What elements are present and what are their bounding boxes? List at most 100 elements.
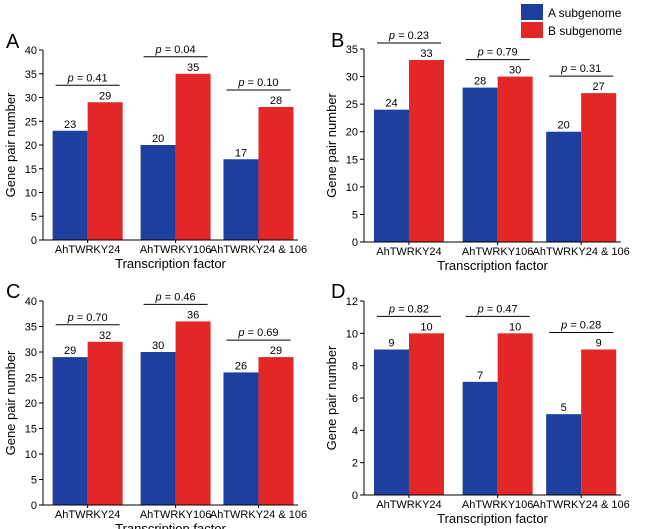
y-axis-label: Gene pair number (3, 92, 18, 197)
legend-swatch-b-subgenome (521, 22, 543, 38)
y-tick-label: 8 (352, 361, 358, 373)
y-tick-label: 2 (352, 458, 358, 470)
p-value-label: p = 0.23 (388, 30, 429, 42)
data-label-b: 29 (270, 345, 282, 357)
p-value-label: p = 0.10 (237, 77, 278, 89)
p-value-label: p = 0.79 (477, 47, 518, 59)
data-label-b: 27 (593, 81, 605, 93)
y-tick-label: 5 (31, 211, 37, 223)
data-label-b: 36 (187, 309, 199, 321)
legend-label-a-subgenome: A subgenome (548, 6, 622, 20)
y-tick-label: 30 (346, 72, 358, 84)
bar-b-subgenome (408, 333, 444, 495)
x-tick-label: AhTWRKY24 & 106 (533, 246, 630, 258)
x-tick-label: AhTWRKY106 (462, 246, 534, 258)
x-tick-label: AhTWRKY106 (462, 499, 534, 511)
p-value-label: p = 0.47 (477, 303, 518, 315)
x-tick-label: AhTWRKY24 (55, 244, 120, 256)
y-axis-label: Gene pair number (324, 345, 339, 450)
data-label-b: 32 (99, 330, 111, 342)
p-value-label: p = 0.41 (67, 72, 108, 84)
data-label-a: 17 (235, 147, 247, 159)
y-tick-label: 10 (346, 182, 358, 194)
bar-a-subgenome (462, 381, 498, 495)
x-axis-label: Transcription factor (115, 521, 226, 529)
bar-a-subgenome (140, 145, 176, 240)
panel-a: A 0 5 10 15 20 25 30 35 40 Gene pair number 23 29 p =… (3, 31, 307, 271)
y-tick-label: 30 (25, 347, 37, 359)
x-axis-label: Transcription factor (437, 511, 548, 526)
panel-c: C 0 5 10 15 20 25 30 35 40 Gene pair number 29 32 p =… (3, 281, 307, 529)
y-axis-label: Gene pair number (3, 350, 18, 455)
y-tick-label: 12 (346, 296, 358, 308)
y-tick-label: 25 (25, 373, 37, 385)
data-label-b: 30 (509, 65, 521, 77)
y-tick-label: 0 (31, 500, 37, 512)
legend-swatch-a-subgenome (521, 4, 543, 20)
data-label-b: 35 (187, 62, 199, 74)
y-tick-label: 15 (25, 164, 37, 176)
bar-a-subgenome (546, 414, 582, 495)
bar-b-subgenome (408, 60, 444, 243)
data-label-b: 29 (99, 90, 111, 102)
data-label-a: 5 (561, 402, 567, 414)
y-tick-label: 0 (31, 235, 37, 247)
data-label-b: 9 (596, 338, 602, 350)
y-tick-label: 4 (352, 425, 358, 437)
data-label-a: 28 (474, 76, 486, 88)
y-tick-label: 40 (25, 45, 37, 57)
p-value-label: p = 0.69 (237, 327, 278, 339)
y-axis-label: Gene pair number (324, 92, 339, 197)
p-value-label: p = 0.70 (67, 312, 108, 324)
y-tick-label: 5 (31, 475, 37, 487)
panel-b: B 0 5 10 15 20 25 30 35 Gene pair number 24 33 p = 0… (324, 30, 630, 273)
y-tick-label: 0 (352, 237, 358, 249)
y-tick-label: 10 (25, 449, 37, 461)
p-value-label: p = 0.46 (155, 291, 196, 303)
y-tick-label: 0 (352, 490, 358, 502)
panel-letter: B (331, 30, 344, 52)
bar-a-subgenome (52, 357, 88, 505)
data-label-a: 24 (385, 98, 397, 110)
x-axis-label: Transcription factor (437, 258, 548, 273)
bar-b-subgenome (87, 102, 123, 240)
bar-a-subgenome (223, 159, 259, 240)
x-tick-label: AhTWRKY24 (55, 509, 120, 521)
y-tick-label: 15 (346, 154, 358, 166)
data-label-a: 26 (235, 360, 247, 372)
data-label-a: 23 (64, 119, 76, 131)
bar-b-subgenome (497, 76, 533, 242)
x-axis-label: Transcription factor (115, 256, 226, 271)
x-tick-label: AhTWRKY24 (376, 246, 441, 258)
y-tick-label: 5 (352, 209, 358, 221)
data-label-a: 9 (388, 338, 394, 350)
y-tick-label: 20 (25, 140, 37, 152)
bar-a-subgenome (373, 349, 409, 495)
y-tick-label: 25 (346, 99, 358, 111)
bar-b-subgenome (581, 349, 617, 495)
bar-b-subgenome (87, 341, 123, 505)
x-tick-label: AhTWRKY106 (140, 244, 212, 256)
p-value-label: p = 0.04 (155, 44, 196, 56)
y-tick-label: 35 (25, 322, 37, 334)
bar-b-subgenome (497, 333, 533, 495)
bar-a-subgenome (140, 352, 176, 505)
x-tick-label: AhTWRKY24 & 106 (210, 244, 307, 256)
y-tick-label: 6 (352, 393, 358, 405)
data-label-a: 20 (152, 133, 164, 145)
data-label-b: 33 (420, 48, 432, 60)
bar-b-subgenome (175, 73, 211, 240)
bar-a-subgenome (223, 372, 259, 505)
p-value-label: p = 0.31 (560, 63, 601, 75)
x-tick-label: AhTWRKY24 & 106 (533, 499, 630, 511)
y-tick-label: 10 (346, 328, 358, 340)
bar-a-subgenome (52, 130, 88, 240)
bar-b-subgenome (258, 107, 294, 240)
legend: A subgenome B subgenome (521, 4, 622, 38)
y-tick-label: 25 (25, 116, 37, 128)
bar-b-subgenome (175, 321, 211, 505)
data-label-b: 10 (420, 321, 432, 333)
x-tick-label: AhTWRKY106 (140, 509, 212, 521)
